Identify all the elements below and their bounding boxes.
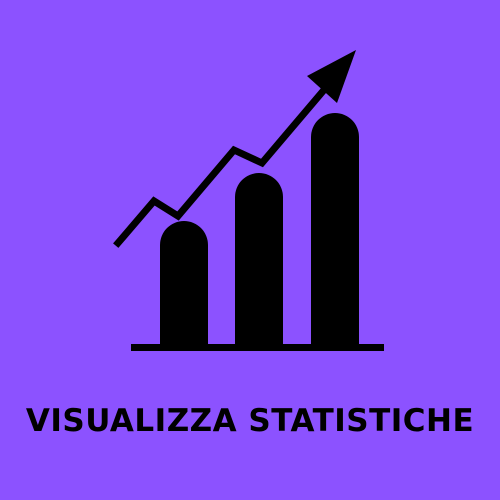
bar-medium-icon-shape <box>235 173 283 345</box>
bar-tall-icon-shape <box>311 113 359 345</box>
trend-line-icon-shape <box>113 79 334 248</box>
baseline-icon-shape <box>131 344 384 351</box>
bar-short-icon-shape <box>160 221 208 345</box>
arrow-head-icon-shape <box>307 50 356 103</box>
tile-label: VISUALIZZA STATISTICHE <box>25 403 475 439</box>
growth-bar-chart-icon <box>113 50 384 351</box>
